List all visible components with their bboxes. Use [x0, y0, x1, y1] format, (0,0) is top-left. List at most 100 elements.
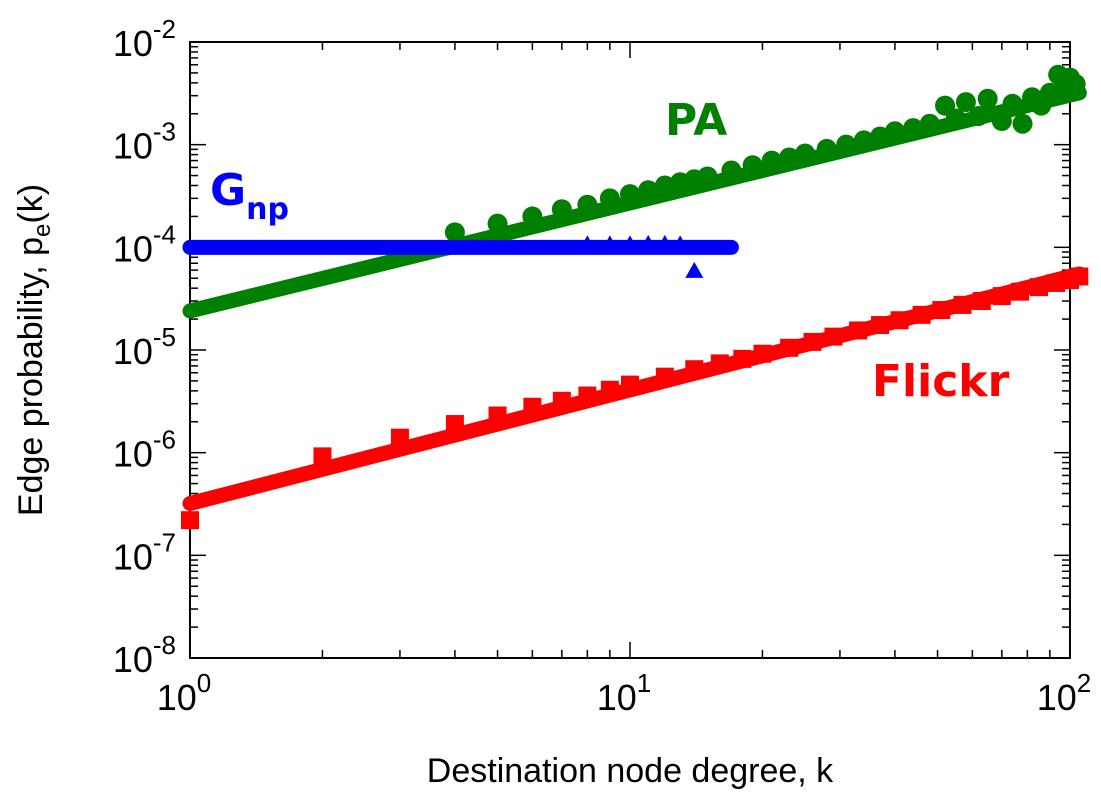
data-point: [181, 511, 199, 530]
data-point: [733, 349, 752, 368]
x-tick-label: 101: [597, 668, 652, 718]
series-gnp: [182, 234, 739, 278]
data-point: [1065, 73, 1086, 94]
data-point: [685, 360, 704, 379]
y-tick-label: 10-3: [113, 117, 176, 167]
x-tick-label-base: 10: [597, 677, 637, 718]
data-point: [824, 327, 843, 346]
series-label-flickr: Flickr: [872, 356, 1010, 407]
y-tick-label: 10-6: [113, 425, 176, 475]
data-point: [945, 108, 966, 129]
y-tick-label-base: 10: [113, 536, 153, 577]
series-pa: [182, 64, 1087, 319]
series-label-pa: PA: [665, 95, 727, 146]
y-tick-label: 10-5: [113, 322, 176, 372]
series-flickr: [181, 266, 1089, 530]
data-point: [685, 261, 704, 278]
data-point: [600, 380, 619, 399]
y-tick-label-exp: -4: [153, 219, 176, 249]
series-label-main: Flickr: [872, 356, 1010, 407]
data-point: [816, 138, 837, 159]
data-point: [313, 447, 332, 466]
y-tick-label: 10-7: [113, 527, 176, 577]
data-point: [445, 415, 464, 434]
data-point: [903, 118, 924, 139]
x-tick-label-exp: 0: [197, 668, 211, 698]
data-point: [522, 206, 543, 227]
x-tick-label: 102: [1037, 668, 1092, 718]
x-tick-label-base: 10: [1037, 677, 1077, 718]
data-point: [600, 235, 619, 252]
x-tick-label-base: 10: [157, 677, 197, 718]
data-point: [836, 134, 857, 155]
data-point: [1012, 113, 1033, 134]
series-label-main: PA: [665, 95, 727, 146]
data-point: [721, 160, 742, 181]
y-axis-label-sub: e: [29, 224, 56, 237]
y-tick-label-exp: -5: [153, 322, 176, 352]
data-point: [853, 130, 874, 151]
data-point: [621, 235, 639, 252]
data-point: [803, 332, 822, 351]
data-point: [697, 166, 718, 187]
series-label-sub: np: [246, 192, 289, 227]
data-point: [742, 155, 763, 176]
series-layer: PA Gnp Flickr: [181, 64, 1089, 530]
data-point: [390, 428, 409, 447]
data-point: [972, 292, 991, 311]
data-point: [919, 113, 940, 134]
y-axis-label: Edge probability, pe(k): [12, 184, 56, 516]
y-tick-label-base: 10: [113, 639, 153, 680]
data-point: [488, 406, 507, 425]
data-point: [620, 184, 640, 205]
y-tick-label-exp: -2: [153, 14, 176, 44]
y-tick-label-base: 10: [113, 228, 153, 269]
y-tick-label-base: 10: [113, 331, 153, 372]
data-point: [795, 143, 816, 164]
data-point: [710, 354, 729, 373]
data-point: [671, 235, 690, 252]
data-point: [761, 150, 782, 171]
y-axis-label-prefix: Edge probability, p: [12, 237, 50, 516]
y-axis-label-suffix: (k): [12, 184, 50, 224]
data-point: [1029, 278, 1048, 297]
data-point: [968, 106, 989, 127]
data-point: [912, 305, 931, 324]
data-point: [654, 175, 675, 196]
y-tick-label-base: 10: [113, 126, 153, 167]
data-point: [1002, 93, 1023, 114]
x-tick-label-exp: 2: [1077, 668, 1091, 698]
y-tick-label: 10-8: [113, 630, 176, 680]
data-point: [655, 234, 674, 251]
y-tick-label-exp: -7: [153, 527, 176, 557]
y-tick-label-base: 10: [113, 434, 153, 475]
series-label-g: Gnp: [210, 165, 289, 227]
data-point: [655, 367, 674, 386]
data-point: [1070, 267, 1089, 286]
y-tick-label: 10-4: [113, 219, 176, 269]
y-tick-label-base: 10: [113, 23, 153, 64]
data-point: [578, 386, 597, 405]
data-point: [992, 287, 1011, 306]
data-point: [890, 311, 909, 330]
data-point: [953, 295, 972, 314]
data-point: [871, 316, 890, 335]
y-tick-label-exp: -6: [153, 425, 176, 455]
data-point: [444, 222, 465, 243]
data-point: [779, 147, 800, 168]
y-tick-label-exp: -3: [153, 117, 176, 147]
data-point: [753, 344, 772, 363]
data-point: [638, 180, 659, 201]
data-point: [551, 199, 572, 220]
axis-ticks: [189, 42, 1070, 659]
x-axis-label: Destination node degree, k: [427, 752, 834, 790]
data-point: [523, 397, 542, 416]
data-point: [780, 338, 799, 357]
x-tick-label-exp: 1: [637, 668, 651, 698]
data-point: [849, 321, 868, 340]
data-point: [1047, 273, 1066, 292]
data-point: [578, 235, 597, 252]
x-tick-label: 100: [157, 668, 212, 718]
